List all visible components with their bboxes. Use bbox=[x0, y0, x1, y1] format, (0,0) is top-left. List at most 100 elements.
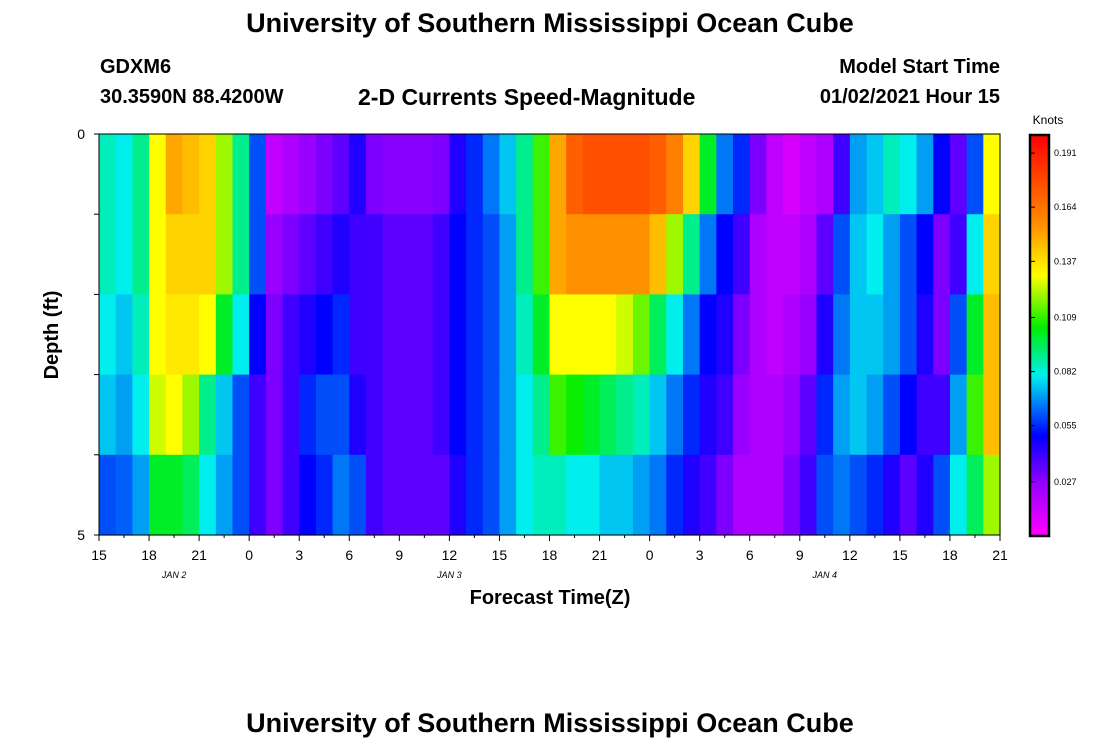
heatmap-cell bbox=[949, 374, 968, 456]
heatmap-cell bbox=[532, 454, 551, 536]
x-tick-label: 21 bbox=[992, 547, 1008, 563]
heatmap-cell bbox=[833, 294, 851, 376]
heatmap-cell bbox=[766, 374, 784, 456]
heatmap-cell bbox=[682, 374, 701, 456]
heatmap-cell bbox=[799, 134, 818, 215]
colorbar-tick-label: 0.109 bbox=[1054, 312, 1077, 322]
main-title: University of Southern Mississippi Ocean… bbox=[246, 8, 854, 38]
heatmap-cell bbox=[215, 214, 234, 295]
heatmap-cell bbox=[766, 454, 784, 536]
heatmap-cell bbox=[582, 454, 601, 536]
heatmap-cell bbox=[983, 374, 1001, 456]
heatmap-cell bbox=[566, 294, 584, 376]
heatmap-cell bbox=[716, 134, 734, 215]
heatmap-cell bbox=[149, 134, 167, 215]
heatmap-cell bbox=[549, 134, 567, 215]
heatmap-cell bbox=[682, 454, 701, 536]
heatmap-cell bbox=[916, 214, 934, 295]
date-label: JAN 3 bbox=[436, 570, 462, 580]
heatmap-cell bbox=[115, 454, 133, 536]
heatmap-cell bbox=[399, 374, 417, 456]
heatmap-cell bbox=[299, 214, 317, 295]
heatmap-cell bbox=[466, 134, 484, 215]
heatmap-cell bbox=[165, 134, 184, 215]
heatmap-cell bbox=[933, 294, 951, 376]
heatmap-cell bbox=[666, 134, 684, 215]
heatmap-cell bbox=[315, 214, 334, 295]
heatmap-cell bbox=[733, 374, 751, 456]
heatmap-cell bbox=[749, 454, 768, 536]
heatmap-cell bbox=[966, 134, 984, 215]
heatmap-cell bbox=[265, 374, 284, 456]
heatmap-cell bbox=[733, 214, 751, 295]
heatmap-cell bbox=[399, 454, 417, 536]
heatmap-cell bbox=[699, 134, 717, 215]
heatmap-cell bbox=[699, 294, 717, 376]
x-tick-label: 15 bbox=[492, 547, 508, 563]
heatmap-cell bbox=[699, 374, 717, 456]
heatmap-cell bbox=[399, 294, 417, 376]
heatmap-cell bbox=[716, 214, 734, 295]
heatmap-cell bbox=[949, 454, 968, 536]
heatmap-cell bbox=[99, 214, 117, 295]
heatmap-cell bbox=[549, 454, 567, 536]
heatmap-cell bbox=[899, 374, 918, 456]
heatmap-cell bbox=[365, 454, 384, 536]
heatmap-cell bbox=[799, 374, 818, 456]
heatmap-cell bbox=[149, 374, 167, 456]
heatmap-cell bbox=[516, 454, 534, 536]
heatmap-cell bbox=[132, 214, 150, 295]
heatmap-cell bbox=[699, 454, 717, 536]
heatmap-cell bbox=[616, 454, 634, 536]
heatmap-cell bbox=[449, 214, 467, 295]
y-tick-label: 0 bbox=[77, 126, 85, 142]
colorbar-tick-label: 0.191 bbox=[1054, 148, 1077, 158]
heatmap-cell bbox=[716, 294, 734, 376]
heatmap-cell bbox=[833, 134, 851, 215]
heatmap-cell bbox=[466, 214, 484, 295]
model-start-label: Model Start Time bbox=[839, 56, 1000, 78]
heatmap-cell bbox=[182, 214, 200, 295]
heatmap-cell bbox=[349, 214, 367, 295]
heatmap-cell bbox=[265, 134, 284, 215]
x-axis: 15 18 21 0 3 6 9 12 15 18 21 0 3 6 9 12 15 18 21 JAN 2 JAN 3… bbox=[91, 535, 1008, 580]
heatmap-cell bbox=[749, 134, 768, 215]
heatmap-cell bbox=[265, 294, 284, 376]
heatmap-cell bbox=[315, 294, 334, 376]
heatmap-cell bbox=[265, 454, 284, 536]
x-tick-label: 12 bbox=[442, 547, 458, 563]
heatmap-cell bbox=[949, 294, 968, 376]
heatmap-cell bbox=[399, 214, 417, 295]
heatmap-cell bbox=[582, 134, 601, 215]
heatmap-cell bbox=[232, 134, 250, 215]
heatmap-cell bbox=[199, 134, 217, 215]
heatmap-cell bbox=[883, 134, 901, 215]
heatmap-cell bbox=[249, 374, 267, 456]
heatmap-cell bbox=[632, 454, 651, 536]
heatmap-cell bbox=[582, 374, 601, 456]
heatmap-cell bbox=[983, 454, 1001, 536]
heatmap-cell bbox=[215, 134, 234, 215]
heatmap-cell bbox=[666, 294, 684, 376]
heatmap-cell bbox=[733, 294, 751, 376]
heatmap-cell bbox=[149, 294, 167, 376]
heatmap-cell bbox=[916, 374, 934, 456]
heatmap-cell bbox=[833, 214, 851, 295]
heatmap-cell bbox=[599, 214, 617, 295]
heatmap-cell bbox=[432, 214, 450, 295]
heatmap-cell bbox=[532, 134, 551, 215]
heatmap-cell bbox=[616, 374, 634, 456]
heatmap-cell bbox=[232, 214, 250, 295]
heatmap-cell bbox=[99, 374, 117, 456]
x-tick-label: 15 bbox=[91, 547, 107, 563]
heatmap-cell bbox=[749, 294, 768, 376]
heatmap-cell bbox=[599, 294, 617, 376]
heatmap-cell bbox=[499, 294, 517, 376]
heatmap-cell bbox=[349, 294, 367, 376]
heatmap-cell bbox=[199, 294, 217, 376]
heatmap-cell bbox=[365, 214, 384, 295]
heatmap-cell bbox=[649, 374, 667, 456]
heatmap-cell bbox=[816, 454, 834, 536]
heatmap-cell bbox=[682, 214, 701, 295]
